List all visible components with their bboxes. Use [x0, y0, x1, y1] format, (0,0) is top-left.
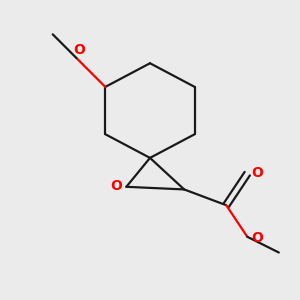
Text: O: O [251, 231, 263, 245]
Text: O: O [251, 166, 263, 180]
Text: O: O [110, 179, 122, 193]
Text: O: O [73, 43, 85, 57]
